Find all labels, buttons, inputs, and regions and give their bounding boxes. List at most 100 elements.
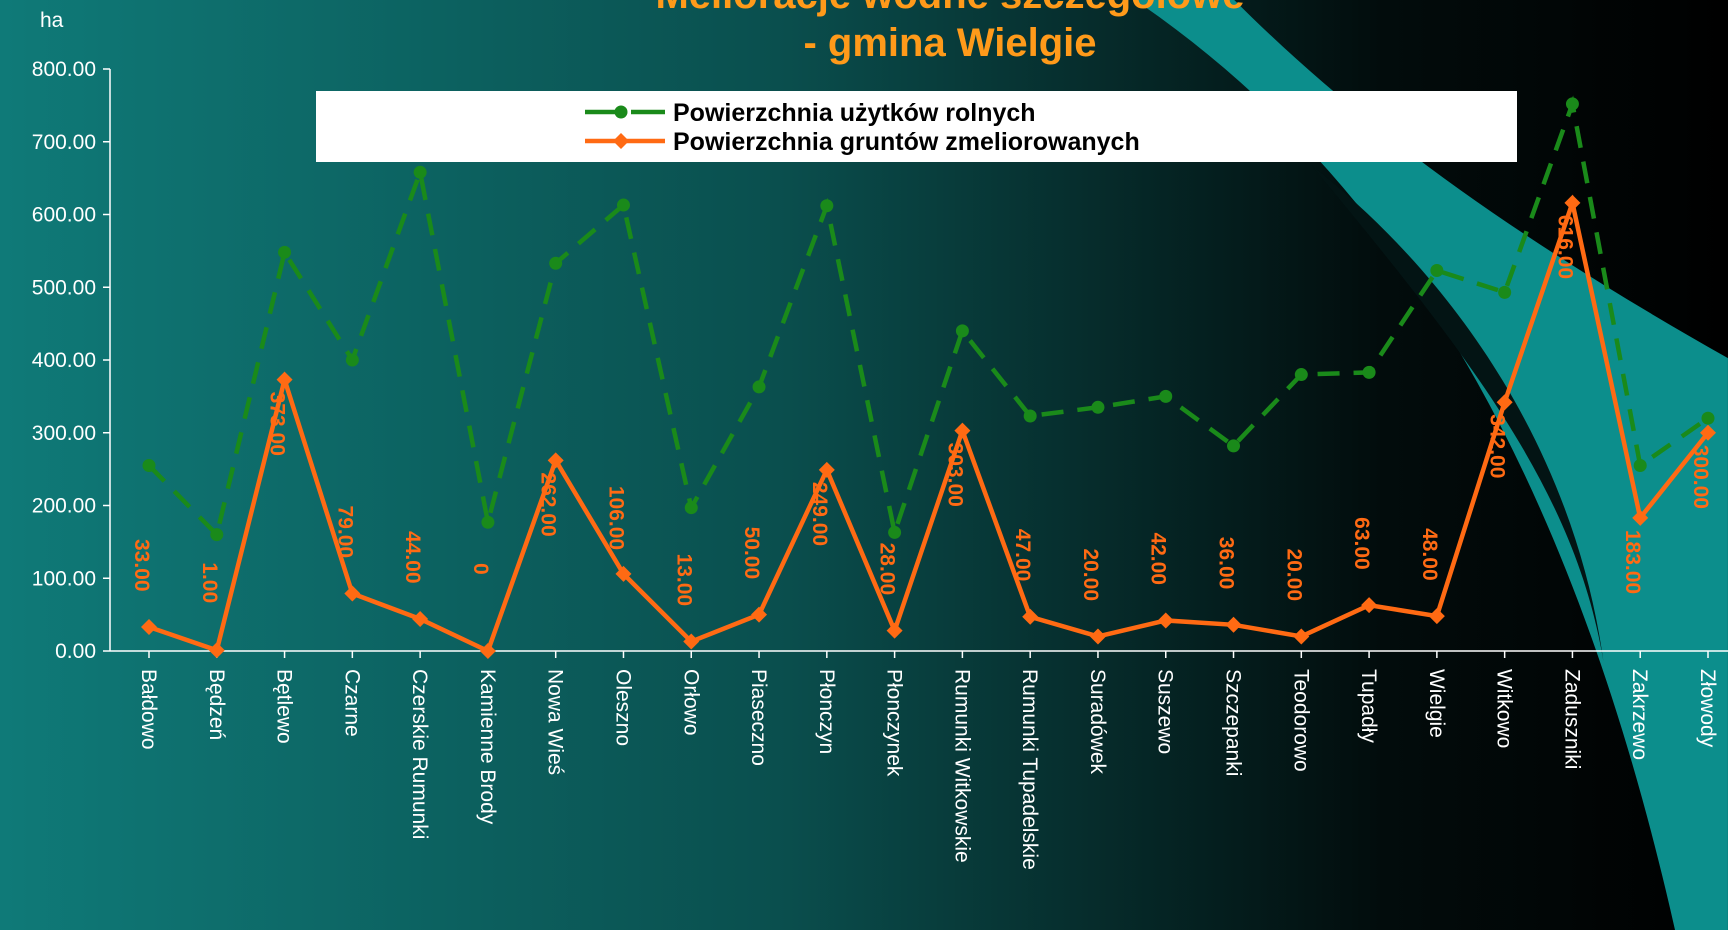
data-point <box>412 610 429 627</box>
legend-label: Powierzchnia gruntów zmeliorowanych <box>673 128 1140 156</box>
x-tick-label: Witkowo <box>1493 669 1516 748</box>
data-label: 20.00 <box>1282 548 1305 601</box>
data-point <box>1564 194 1581 211</box>
data-point <box>615 565 632 582</box>
data-label: 36.00 <box>1215 537 1238 590</box>
x-tick-label: Rumunki Witkowskie <box>950 669 973 863</box>
swoosh <box>1135 0 1728 930</box>
x-tick-label: Płonczynek <box>883 669 906 777</box>
data-label: 50.00 <box>740 527 763 580</box>
x-tick-label: Nowa Wieś <box>544 669 567 775</box>
data-point <box>1498 285 1512 299</box>
data-point <box>276 371 293 388</box>
series-line <box>147 95 1710 542</box>
data-point <box>208 642 225 659</box>
y-tick-label: 400.00 <box>32 349 96 372</box>
data-point <box>1701 411 1715 425</box>
data-point <box>820 199 834 213</box>
y-tick-label: 0.00 <box>55 640 96 663</box>
x-tick-label: Czarne <box>340 669 363 737</box>
data-point <box>344 585 361 602</box>
data-point <box>955 324 969 338</box>
legend-marker <box>614 105 628 119</box>
x-tick-label: Rumunki Tupadelskie <box>1018 669 1041 870</box>
data-point <box>210 528 224 542</box>
y-tick-label: 300.00 <box>32 422 96 445</box>
x-tick-label: Suradówek <box>1086 669 1109 775</box>
x-tick-label: Piaseczno <box>747 669 770 766</box>
y-tick-label: 700.00 <box>32 131 96 154</box>
legend-marker <box>613 133 629 149</box>
data-point <box>1565 97 1579 111</box>
data-point <box>616 198 630 212</box>
y-axis-label: ha <box>40 9 64 32</box>
y-tick-label: 100.00 <box>32 567 96 590</box>
x-tick-label: Zakrzewo <box>1628 669 1651 760</box>
data-point <box>751 606 768 623</box>
data-label: 42.00 <box>1147 532 1170 585</box>
data-point <box>549 256 563 270</box>
data-label: 303.00 <box>943 443 966 507</box>
data-label: 44.00 <box>401 531 424 584</box>
data-label: 0 <box>469 563 492 575</box>
data-point <box>1700 424 1716 441</box>
data-point <box>1225 616 1242 633</box>
data-point <box>1089 628 1106 645</box>
legend-box <box>316 91 1517 162</box>
chart-title: Melioracje wodne szczegółowe <box>655 0 1244 17</box>
data-point <box>1091 400 1105 414</box>
data-point <box>818 461 835 478</box>
data-point <box>481 515 495 529</box>
data-point <box>886 622 903 639</box>
data-point <box>1632 509 1649 526</box>
chart-subtitle: - gmina Wielgie <box>803 21 1096 65</box>
x-tick-label: Złowody <box>1696 669 1719 748</box>
data-point <box>141 618 157 635</box>
x-tick-label: Płonczyn <box>815 669 838 754</box>
x-tick-label: Kamienne Brody <box>476 669 499 825</box>
data-label: 342.00 <box>1486 414 1509 478</box>
data-label: 183.00 <box>1621 530 1644 594</box>
legend-label: Powierzchnia użytków rolnych <box>673 99 1036 127</box>
data-point <box>1496 394 1513 411</box>
data-point <box>752 380 766 394</box>
x-tick-label: Czerskie Rumunki <box>408 669 431 839</box>
data-point <box>683 633 700 650</box>
data-point <box>479 643 496 659</box>
data-label: 616.00 <box>1553 215 1576 279</box>
x-tick-label: Orłowo <box>679 669 702 736</box>
x-tick-label: Zaduszniki <box>1560 669 1583 769</box>
x-tick-label: Wielgie <box>1425 669 1448 738</box>
data-label: 20.00 <box>1079 548 1102 601</box>
data-point <box>278 245 292 259</box>
series-line <box>148 194 1710 655</box>
data-point <box>1157 612 1174 629</box>
y-tick-label: 500.00 <box>32 276 96 299</box>
data-point <box>888 525 902 539</box>
x-tick-label: Suszewo <box>1154 669 1177 754</box>
data-label: 47.00 <box>1011 529 1034 582</box>
data-label: 48.00 <box>1418 528 1441 581</box>
y-tick-label: 600.00 <box>32 204 96 227</box>
data-point <box>1159 389 1173 403</box>
x-tick-label: Będzeń <box>205 669 228 740</box>
data-point <box>1430 264 1444 278</box>
data-point <box>547 452 564 469</box>
data-label: 249.00 <box>808 482 831 546</box>
data-label: 262.00 <box>537 472 560 536</box>
y-tick-label: 800.00 <box>32 58 96 81</box>
data-point <box>1294 368 1308 382</box>
data-point <box>1633 458 1647 472</box>
data-label: 79.00 <box>333 506 356 559</box>
x-tick-label: Szczepanki <box>1222 669 1245 776</box>
x-tick-label: Oleszno <box>611 669 634 746</box>
data-point <box>1362 365 1376 379</box>
data-point <box>1428 608 1445 625</box>
data-label: 13.00 <box>672 554 695 607</box>
data-label: 28.00 <box>876 543 899 596</box>
data-point <box>1293 628 1310 645</box>
x-tick-label: Bałdowo <box>137 669 160 750</box>
data-label: 300.00 <box>1689 445 1712 509</box>
